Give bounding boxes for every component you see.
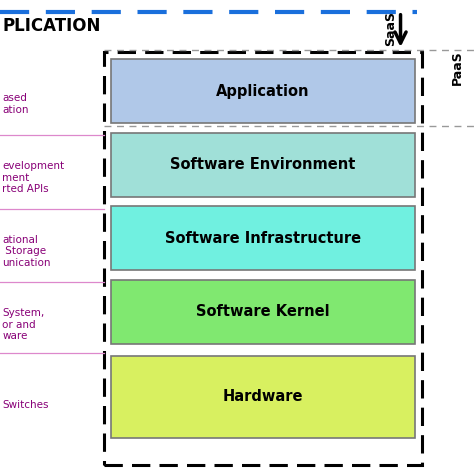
Bar: [111, 280, 415, 344]
Text: SaaS: SaaS: [384, 11, 398, 46]
Bar: [104, 52, 422, 465]
Text: Software Infrastructure: Software Infrastructure: [165, 231, 361, 246]
Text: Application: Application: [216, 84, 310, 99]
Text: Software Environment: Software Environment: [170, 157, 356, 172]
Bar: [111, 356, 415, 438]
Text: Hardware: Hardware: [223, 390, 303, 404]
Text: PaaS: PaaS: [451, 50, 464, 84]
Text: ational
 Storage
unication: ational Storage unication: [2, 235, 51, 268]
Text: Switches: Switches: [2, 400, 49, 410]
Bar: [111, 59, 415, 123]
Text: ased
ation: ased ation: [2, 93, 29, 115]
Bar: [111, 133, 415, 197]
Text: PLICATION: PLICATION: [2, 17, 101, 35]
Bar: [111, 206, 415, 270]
Text: evelopment
ment
rted APIs: evelopment ment rted APIs: [2, 161, 64, 194]
Text: Software Kernel: Software Kernel: [196, 304, 330, 319]
Text: System,
or and
ware: System, or and ware: [2, 308, 45, 341]
